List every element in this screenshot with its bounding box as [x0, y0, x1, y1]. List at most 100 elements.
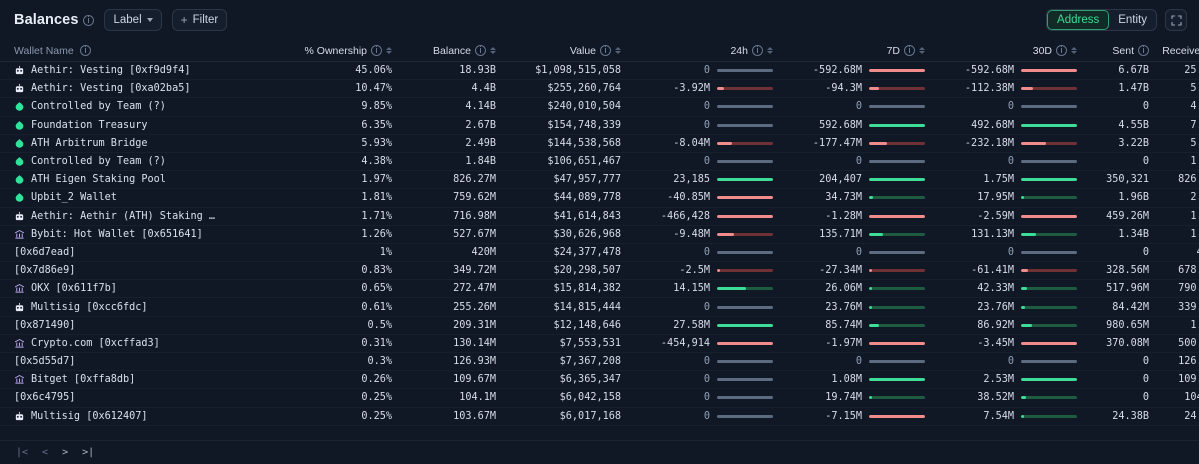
cell-wallet-name[interactable]: ATH Arbitrum Bridge [14, 138, 286, 149]
wallet-name-label: Aethir: Vesting [0xf9d9f4] [31, 65, 191, 77]
cell-ownership: 1% [379, 246, 392, 258]
table-row[interactable]: Crypto.com [0xcffad3] 0.31% 130.14M $7,553,… [0, 335, 1199, 353]
pagination-first[interactable]: |< [16, 446, 29, 458]
pagination-next[interactable]: > [62, 446, 69, 458]
cell-7d: 0 [773, 247, 925, 258]
table-row[interactable]: Controlled by Team (?) 4.38% 1.84B $106,651… [0, 153, 1199, 172]
table-row[interactable]: [0x6c4795] 0.25% 104.1M $6,042,158 0 19.74M 38… [0, 389, 1199, 408]
table-row[interactable]: [0x871490] 0.5% 209.31M $12,148,646 27.58M 85… [0, 317, 1199, 335]
cell-wallet-name[interactable]: Multisig [0x612407] [14, 411, 286, 422]
sort-arrows-icon[interactable] [615, 47, 621, 54]
table-row[interactable]: Multisig [0x612407] 0.25% 103.67M $6,017,16… [0, 408, 1199, 426]
info-icon[interactable] [904, 45, 915, 56]
cell-24h: -466,428 [621, 211, 773, 222]
cell-balance: 826.27M [453, 174, 496, 186]
column-header-received[interactable]: Received [1149, 45, 1199, 57]
info-icon[interactable] [83, 14, 95, 26]
expand-icon[interactable] [1165, 9, 1187, 31]
table-row[interactable]: Foundation Treasury 6.35% 2.67B $154,748,33… [0, 117, 1199, 135]
cell-30d: 2.53M [925, 374, 1077, 385]
info-icon[interactable] [475, 45, 486, 56]
column-header-sent[interactable]: Sent [1077, 45, 1149, 57]
info-icon[interactable] [371, 45, 382, 56]
column-header-balance[interactable]: Balance [392, 45, 496, 57]
pagination-last[interactable]: >| [82, 446, 95, 458]
wallet-name-label: [0x6c4795] [14, 392, 76, 404]
info-icon[interactable] [1138, 45, 1149, 56]
table-row[interactable]: Upbit_2 Wallet 1.81% 759.62M $44,089,778 -40… [0, 189, 1199, 208]
cell-wallet-name[interactable]: ATH Eigen Staking Pool [14, 174, 286, 185]
table-row[interactable]: Multisig [0xcc6fdc] 0.61% 255.26M $14,815,4… [0, 298, 1199, 317]
metric-bar [869, 287, 925, 291]
sort-arrows-icon[interactable] [767, 47, 773, 54]
info-icon[interactable] [79, 45, 91, 56]
cell-wallet-name[interactable]: Upbit_2 Wallet [14, 192, 286, 203]
metric-bar-fill [1021, 196, 1025, 200]
column-header-h24[interactable]: 24h [621, 45, 773, 57]
info-icon[interactable] [1056, 45, 1067, 56]
table-row[interactable]: ATH Eigen Staking Pool 1.97% 826.27M $47,95… [0, 171, 1199, 190]
info-icon[interactable] [600, 45, 611, 56]
sort-arrows-icon[interactable] [386, 47, 392, 54]
sort-arrows-icon[interactable] [490, 47, 496, 54]
cell-wallet-name[interactable]: Aethir: Vesting [0xa02ba5] [14, 83, 286, 94]
cell-wallet-name[interactable]: Aethir: Aethir (ATH) Staking … [14, 211, 286, 222]
table-row[interactable]: Controlled by Team (?) 9.85% 4.14B $240,010… [0, 98, 1199, 117]
cell-wallet-name[interactable]: [0x6d7ead] [14, 247, 286, 258]
table-body: Aethir: Vesting [0xf9d9f4] 45.06% 18.93B $1… [0, 62, 1199, 426]
table-row[interactable]: [0x7d86e9] 0.83% 349.72M $20,298,507 -2.5M -2… [0, 262, 1199, 281]
cell-30d: 1.75M [925, 174, 1077, 185]
info-icon[interactable] [752, 45, 763, 56]
table-row[interactable]: Aethir: Vesting [0xf9d9f4] 45.06% 18.93B $1… [0, 62, 1199, 81]
cell-wallet-name[interactable]: Controlled by Team (?) [14, 101, 286, 112]
pagination-prev[interactable]: < [42, 446, 49, 458]
metric-value: 0 [1007, 101, 1014, 113]
metric-bar [869, 360, 925, 364]
cell-wallet-name[interactable]: Bybit: Hot Wallet [0x651641] [14, 229, 286, 240]
table-row[interactable]: Aethir: Aethir (ATH) Staking … 1.71% 716.9… [0, 208, 1199, 226]
cell-wallet-name[interactable]: [0x871490] [14, 320, 286, 331]
column-header-d30[interactable]: 30D [925, 45, 1077, 57]
label-dropdown[interactable]: Label [104, 9, 162, 31]
cell-wallet-name[interactable]: OKX [0x611f7b] [14, 283, 286, 294]
cell-wallet-name[interactable]: [0x7d86e9] [14, 265, 286, 276]
metric-bar [869, 269, 925, 273]
table-row[interactable]: Aethir: Vesting [0xa02ba5] 10.47% 4.4B $255… [0, 80, 1199, 99]
column-header-label: 7D [886, 44, 900, 57]
sort-arrows-icon[interactable] [919, 47, 925, 54]
cell-wallet-name[interactable]: Multisig [0xcc6fdc] [14, 302, 286, 313]
robot-icon [14, 83, 25, 94]
table-row[interactable]: [0x6d7ead]1%420M$24,377,4780000420M [0, 244, 1199, 263]
metric-bar [1021, 232, 1077, 236]
cell-wallet-name[interactable]: Crypto.com [0xcffad3] [14, 338, 286, 349]
column-header-d7[interactable]: 7D [773, 45, 925, 57]
toggle-address[interactable]: Address [1047, 10, 1110, 30]
cell-wallet-name[interactable]: Bitget [0xffa8db] [14, 374, 286, 385]
cell-received: 826.62M [1178, 174, 1199, 186]
add-filter-button[interactable]: + Filter [171, 9, 228, 31]
metric-bar-fill [869, 123, 925, 127]
table-row[interactable]: ATH Arbitrum Bridge 5.93% 2.49B $144,538,56… [0, 135, 1199, 153]
table-row[interactable]: OKX [0x611f7b] 0.65% 272.47M $15,814,382 14.… [0, 280, 1199, 299]
metric-value: -454,914 [660, 337, 710, 349]
table-row[interactable]: Bitget [0xffa8db] 0.26% 109.67M $6,365,347 0… [0, 371, 1199, 390]
cell-wallet-name[interactable]: Foundation Treasury [14, 120, 286, 131]
cell-wallet-name[interactable]: Controlled by Team (?) [14, 156, 286, 167]
cell-wallet-name[interactable]: [0x6c4795] [14, 392, 286, 403]
cell-wallet-name[interactable]: [0x5d55d7] [14, 356, 286, 367]
table-row[interactable]: Bybit: Hot Wallet [0x651641] 1.26% 527.67M… [0, 226, 1199, 244]
cell-balance: 759.62M [453, 192, 496, 204]
metric-bar-fill [1021, 323, 1032, 327]
cell-received: 339.67M [1178, 301, 1199, 313]
cell-wallet-name[interactable]: Aethir: Vesting [0xf9d9f4] [14, 65, 286, 76]
cell-30d: 23.76M [925, 302, 1077, 313]
cell-30d: 0 [925, 356, 1077, 367]
header-right-controls: Address Entity [1046, 9, 1187, 31]
toggle-entity[interactable]: Entity [1118, 14, 1147, 26]
column-header-name[interactable]: Wallet Name [14, 45, 286, 57]
sort-arrows-icon[interactable] [1071, 47, 1077, 54]
column-header-value[interactable]: Value [496, 45, 621, 57]
column-header-ownership[interactable]: % Ownership [286, 45, 392, 57]
metric-value: 7.54M [983, 410, 1014, 422]
table-row[interactable]: [0x5d55d7] 0.3% 126.93M $7,367,208 0 0 0 0 126.9… [0, 353, 1199, 372]
